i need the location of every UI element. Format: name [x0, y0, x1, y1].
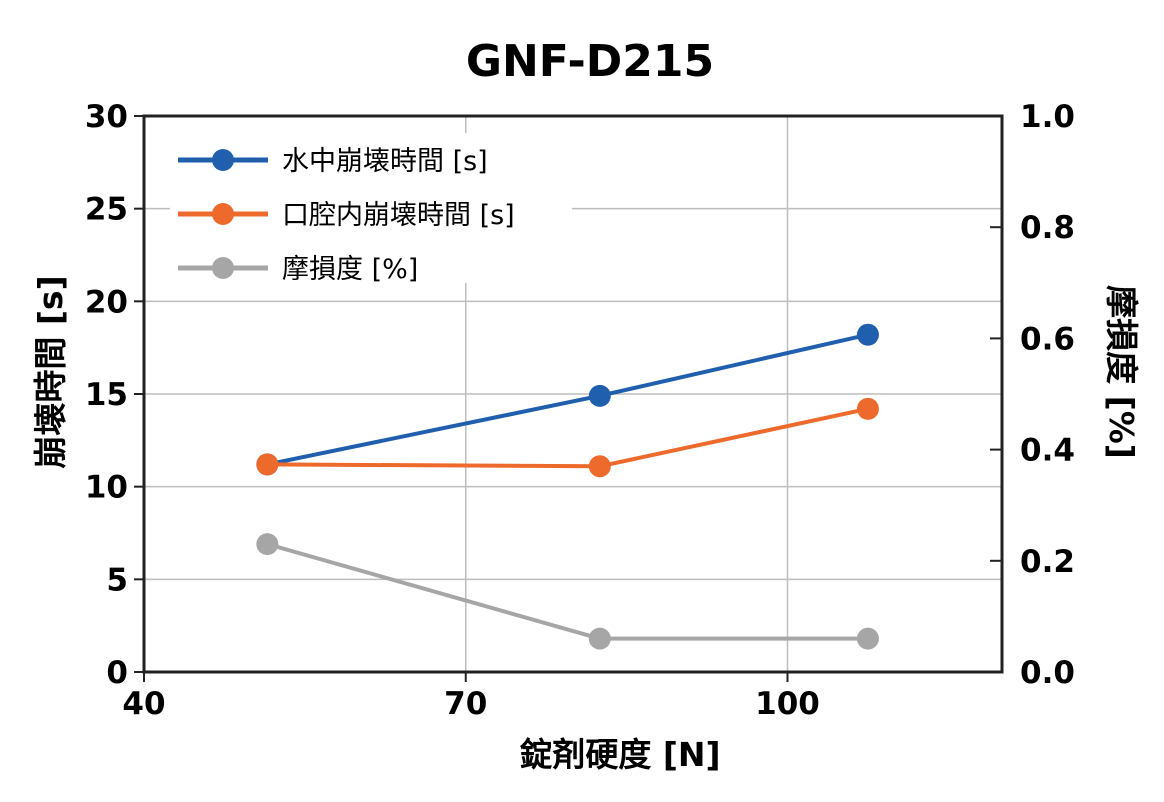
y2-tick-label: 0.8 [1020, 210, 1075, 246]
y-tick-label: 10 [85, 470, 128, 506]
data-point [588, 384, 611, 407]
data-point [256, 533, 279, 556]
legend-marker [212, 203, 234, 225]
data-point [256, 453, 279, 476]
y-tick-label: 25 [85, 192, 128, 228]
legend-marker [212, 149, 234, 171]
chart-title: GNF-D215 [466, 36, 714, 87]
legend: 水中崩壊時間 [s] 口腔内崩壊時間 [s] 摩損度 [%] [170, 133, 572, 285]
series-line [266, 542, 868, 641]
data-point [588, 455, 611, 478]
series-line [267, 406, 869, 469]
y2-tick-label: 0.2 [1020, 544, 1075, 580]
data-point [588, 627, 611, 650]
tick-labels: 0 5 10 15 20 25 30 40 70 100 0.0 0.2 0.4 0.6 0.8 1.0 [85, 99, 1075, 722]
plot-frame [142, 114, 1004, 674]
y2-tick-label: 1.0 [1020, 99, 1075, 135]
legend-label: 水中崩壊時間 [s] [282, 146, 488, 177]
legend-label: 口腔内崩壊時間 [s] [282, 200, 515, 231]
y2-tick-label: 0.6 [1020, 321, 1075, 357]
x-tick-label: 70 [444, 686, 487, 722]
series-line [266, 332, 869, 467]
y2-tick-label: 0.4 [1020, 433, 1075, 469]
series-layer [256, 323, 879, 650]
y2-tick-label: 0.0 [1020, 655, 1075, 691]
y-tick-label: 30 [85, 99, 128, 135]
data-point [856, 323, 879, 346]
data-point [856, 397, 879, 420]
data-point [856, 627, 879, 650]
y-tick-label: 20 [85, 284, 128, 320]
x-tick-label: 40 [122, 686, 165, 722]
y-tick-label: 0 [106, 655, 128, 691]
legend-label: 摩損度 [%] [282, 254, 418, 285]
legend-marker [212, 257, 234, 279]
y-tick-label: 15 [85, 377, 128, 413]
x-tick-label: 100 [755, 686, 820, 722]
y-axis-label: 崩壊時間 [s] [31, 275, 70, 468]
y2-axis-label: 摩損度 [%] [1102, 285, 1141, 459]
x-axis-label: 錠剤硬度 [N] [519, 735, 720, 774]
y-tick-label: 5 [106, 562, 128, 598]
